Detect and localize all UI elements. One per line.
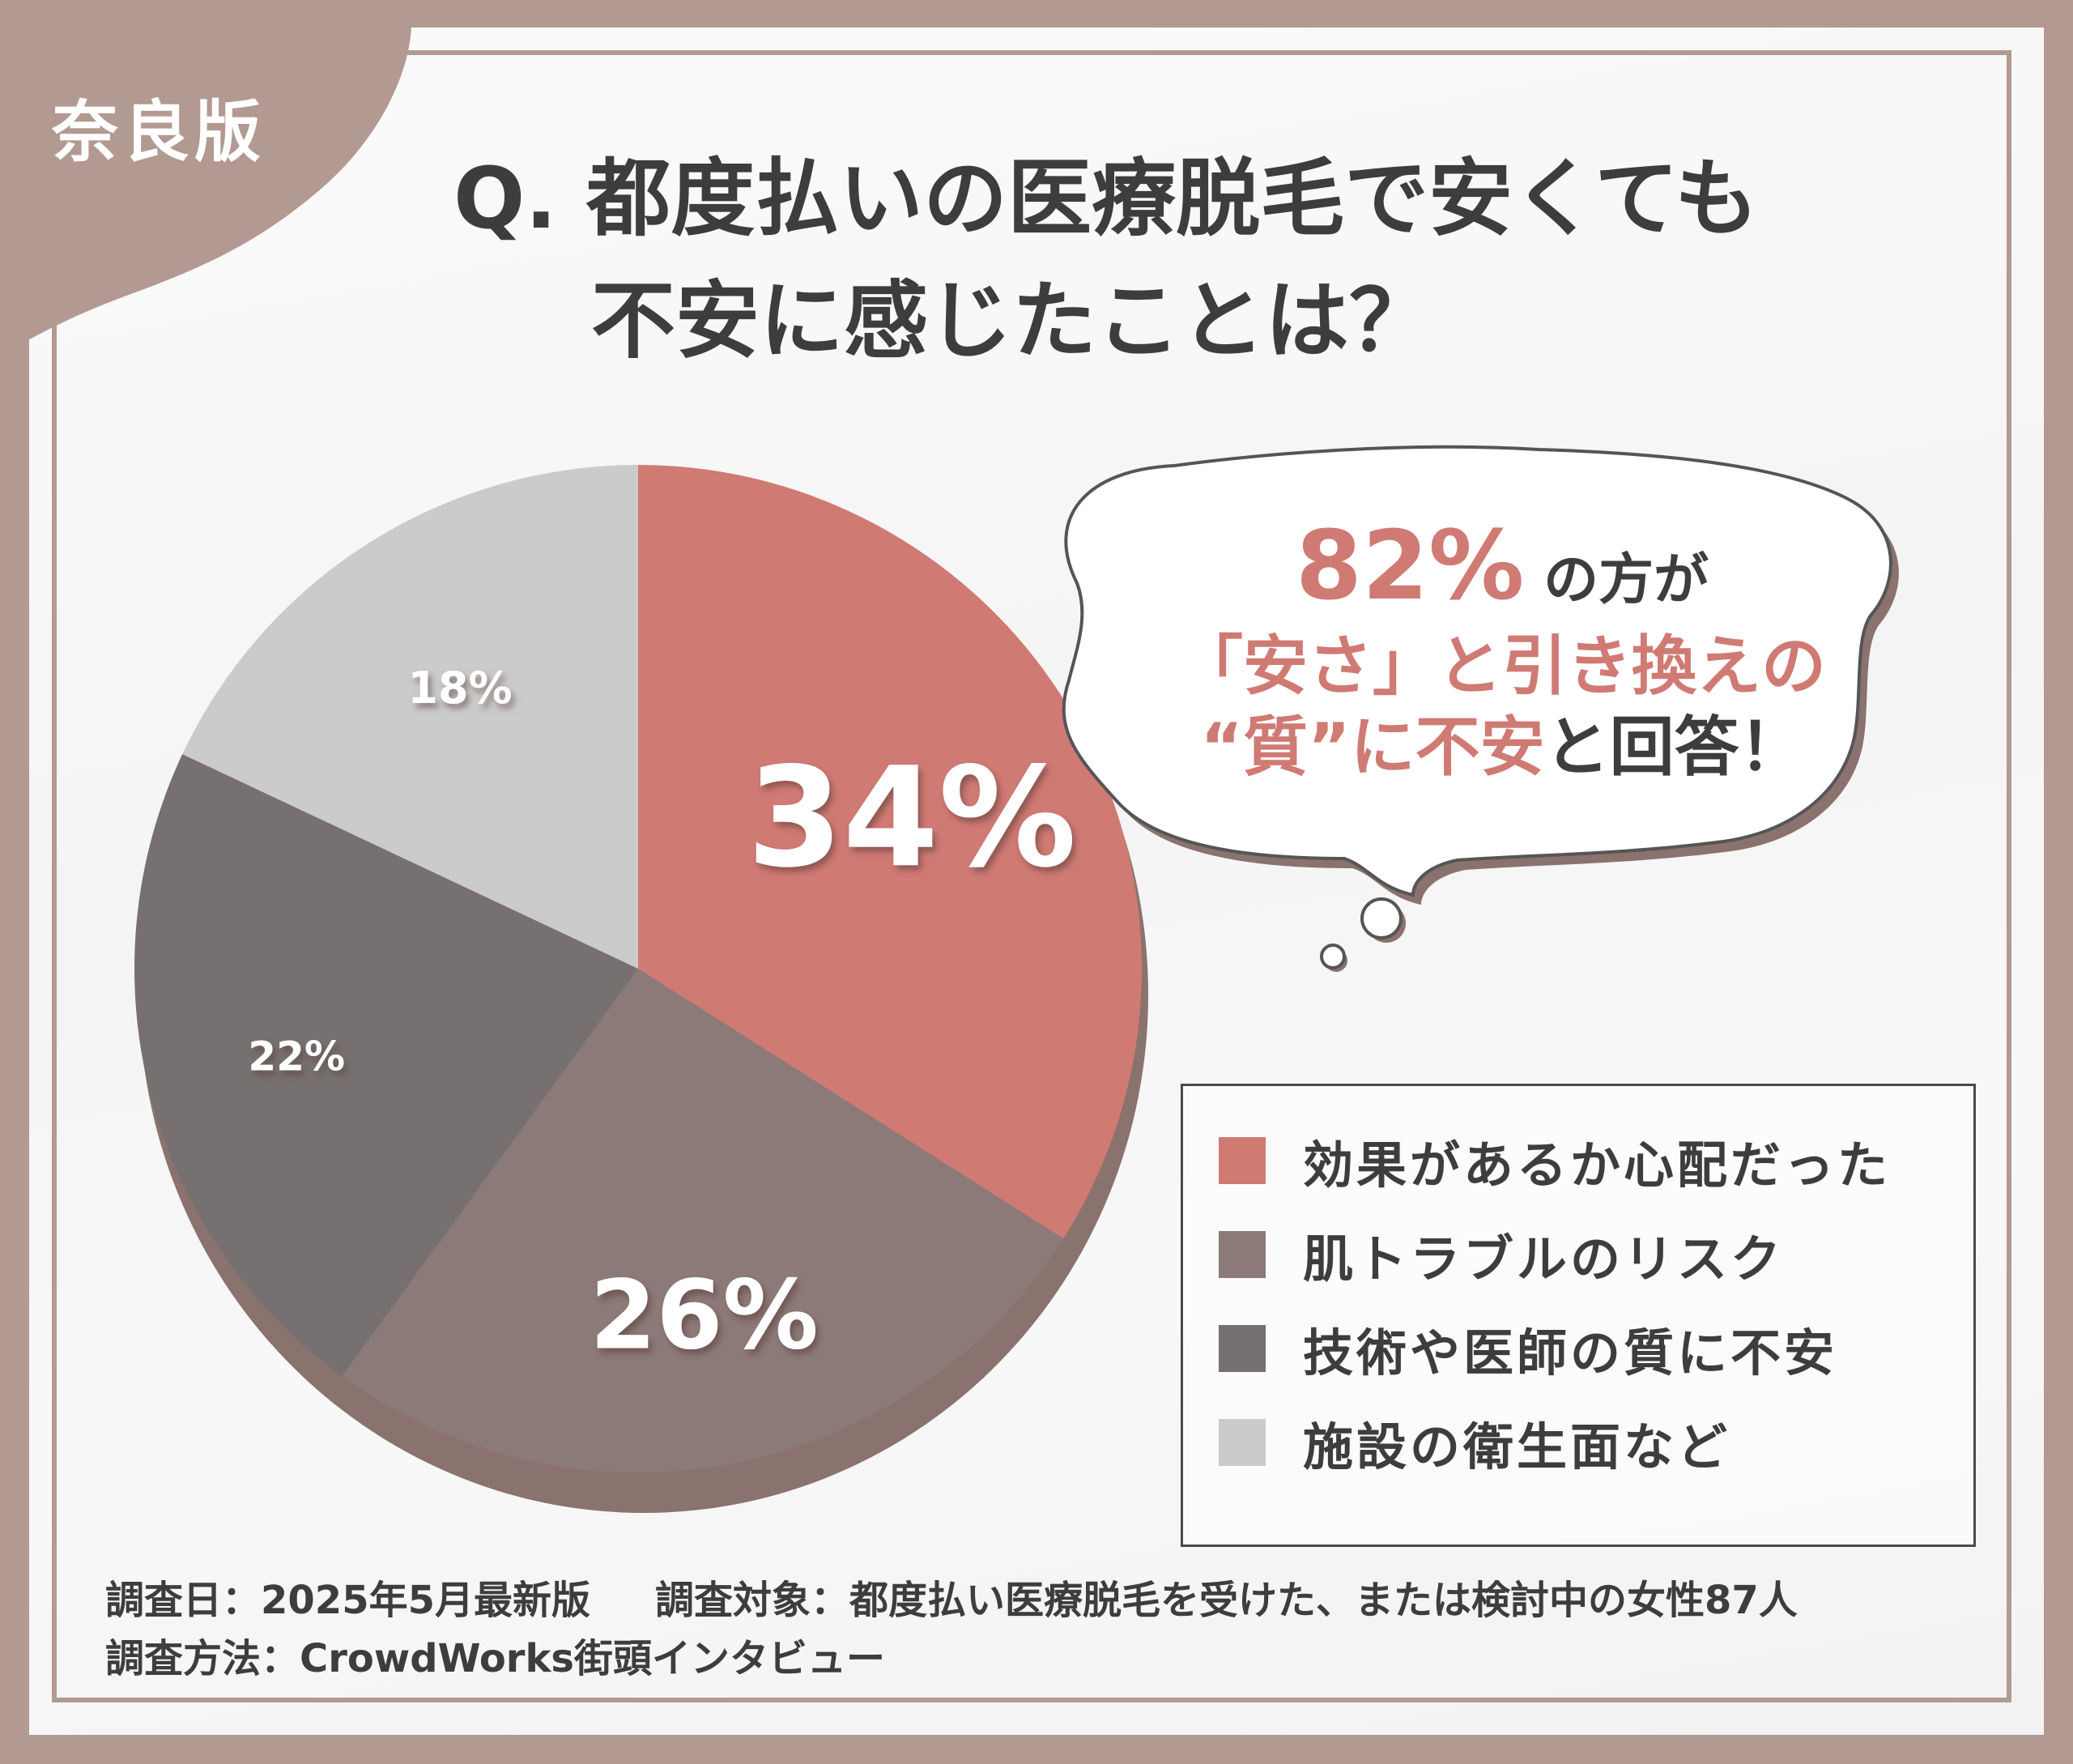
bubble-message: 82% の方が 「安さ」と引き換えの “質”に不安と回答！ bbox=[1077, 506, 1927, 788]
legend-swatch bbox=[1219, 1137, 1266, 1184]
page-title: Q. 都度払いの医療脱毛で安くても 不安に感じたことは？ bbox=[453, 138, 1911, 382]
region-badge: 奈良版 bbox=[52, 94, 266, 171]
survey-target: 調査対象：都度払い医療脱毛を受けた、または検討中の女性87人 bbox=[655, 1578, 1798, 1623]
pie-slice bbox=[134, 754, 639, 1377]
bubble-highlight-percent: 82% bbox=[1295, 509, 1525, 621]
pie-slice bbox=[638, 465, 1142, 1239]
legend-label: 技術や医師の質に不安 bbox=[1303, 1323, 1838, 1383]
legend-item: 効果があるか心配だった bbox=[1219, 1128, 1891, 1195]
bubble-anxiety: 不安 bbox=[1415, 709, 1545, 785]
legend-label: 肌トラブルのリスク bbox=[1303, 1229, 1785, 1289]
pie-slice bbox=[182, 465, 638, 969]
bubble-quality: “質” bbox=[1200, 709, 1351, 785]
slice-data-label: 18% bbox=[407, 663, 512, 714]
survey-method: 調査方法：CrowdWorks街頭インタビュー bbox=[105, 1636, 885, 1681]
title-line-2: 不安に感じたことは？ bbox=[591, 271, 1434, 370]
legend-label: 効果があるか心配だった bbox=[1303, 1136, 1892, 1195]
title-line-1: Q. 都度払いの医療脱毛で安くても bbox=[453, 149, 1759, 248]
bubble-line-2: 「安さ」と引き換えの bbox=[1178, 628, 1826, 704]
pie-slice bbox=[342, 969, 1064, 1473]
slice-data-label: 26% bbox=[590, 1259, 818, 1371]
legend-swatch bbox=[1219, 1419, 1266, 1466]
bubble-ni: に bbox=[1350, 709, 1415, 785]
legend-item: 肌トラブルのリスク bbox=[1219, 1222, 1784, 1289]
legend-swatch bbox=[1219, 1325, 1266, 1372]
legend-item: 施設の衛生面など bbox=[1219, 1410, 1730, 1476]
bubble-line1-rest: の方が bbox=[1543, 548, 1709, 612]
slice-data-label: 34% bbox=[747, 738, 1076, 898]
corner-tab bbox=[0, 0, 412, 356]
bubble-line3-rest: と回答！ bbox=[1544, 709, 1804, 785]
survey-footer: 調査日：2025年5月最新版 調査対象：都度払い医療脱毛を受けた、または検討中の女… bbox=[105, 1571, 2000, 1688]
legend-label: 施設の衛生面など bbox=[1303, 1417, 1731, 1476]
thought-bubble bbox=[1062, 445, 1899, 972]
slice-data-label: 22% bbox=[248, 1033, 345, 1080]
survey-date: 調査日：2025年5月最新版 bbox=[105, 1578, 590, 1623]
legend-item: 技術や医師の質に不安 bbox=[1219, 1316, 1837, 1383]
chart-legend: 効果があるか心配だった 肌トラブルのリスク 技術や医師の質に不安 施設の衛生面な… bbox=[1181, 1084, 1976, 1547]
inner-frame bbox=[52, 50, 2011, 1702]
legend-swatch bbox=[1219, 1231, 1266, 1278]
